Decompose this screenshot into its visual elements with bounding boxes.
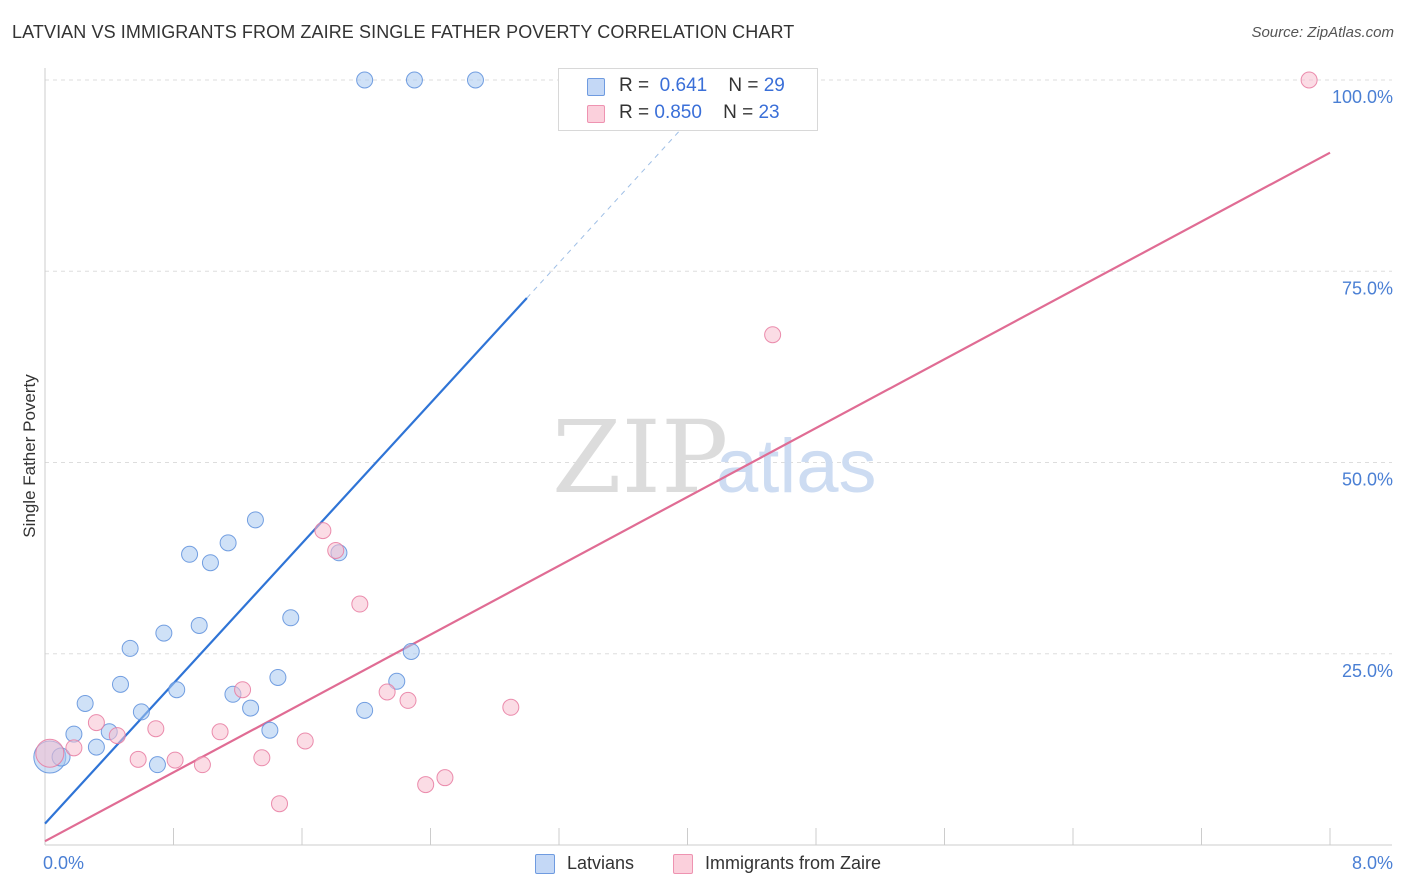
point-zaire-4 [129, 750, 147, 768]
legend-n-latvians: 29 [763, 75, 785, 96]
point-zaire-17 [399, 691, 417, 709]
chart-title: LATVIAN VS IMMIGRANTS FROM ZAIRE SINGLE … [12, 22, 795, 42]
point-latvians-9 [148, 756, 166, 774]
point-latvians-23 [356, 701, 374, 719]
y-tick-label-75: 75.0% [1342, 278, 1393, 298]
legend-label-zaire: Immigrants from Zaire [705, 853, 882, 873]
point-zaire-15 [351, 595, 369, 613]
watermark-atlas: atlas [716, 424, 877, 509]
legend-r-latvians: 0.641 [659, 75, 708, 96]
legend-n-zaire: 23 [758, 102, 780, 123]
point-latvians-13 [190, 616, 208, 634]
legend-text-zaire: R = 0.850 N = 23 [619, 102, 780, 123]
point-latvians-7 [121, 639, 139, 657]
point-latvians-17 [242, 699, 260, 717]
point-latvians-28 [466, 71, 484, 89]
point-zaire-2 [87, 714, 105, 732]
watermark-zip: ZIP [552, 399, 728, 516]
point-latvians-18 [246, 511, 264, 529]
x-tick-label-min: 0.0% [43, 853, 84, 873]
trend-line-1 [44, 151, 1331, 843]
point-latvians-14 [201, 554, 219, 572]
point-latvians-8 [132, 703, 150, 721]
point-latvians-25 [402, 642, 420, 660]
point-latvians-21 [282, 609, 300, 627]
point-zaire-20 [502, 698, 520, 716]
point-zaire-11 [271, 795, 289, 813]
point-latvians-3 [76, 694, 94, 712]
point-zaire-1 [65, 739, 83, 757]
point-zaire-8 [211, 723, 229, 741]
x-tick-label-max: 8.0% [1352, 853, 1393, 873]
gridlines [45, 79, 1392, 655]
point-latvians-24 [388, 672, 406, 690]
point-zaire-3 [108, 727, 126, 745]
legend-r-zaire: 0.850 [654, 102, 702, 123]
point-zaire-21 [764, 326, 782, 344]
y-tick-label-50: 50.0% [1342, 470, 1393, 490]
y-tick-label-25: 25.0% [1342, 661, 1393, 681]
y-axis-label: Single Father Poverty [20, 374, 39, 538]
legend-swatch-bottom-latvians [535, 854, 555, 874]
point-zaire-9 [234, 681, 252, 699]
point-latvians-15 [219, 534, 237, 552]
point-latvians-6 [111, 675, 129, 693]
point-zaire-22 [1300, 71, 1318, 89]
point-zaire-6 [166, 751, 184, 769]
legend-swatch-bottom-zaire [673, 854, 693, 874]
tick-labels: 25.0% 50.0% 75.0% 100.0% 0.0% 8.0% [43, 87, 1393, 873]
legend-text-latvians: R = 0.641 N = 29 [619, 75, 785, 96]
point-zaire-13 [314, 522, 332, 540]
point-zaire-14 [327, 541, 345, 559]
point-latvians-12 [181, 545, 199, 563]
point-zaire-7 [193, 756, 211, 774]
point-zaire-0 [35, 738, 65, 768]
y-tick-label-100: 100.0% [1332, 87, 1393, 107]
correlation-legend: R = 0.641 N = 29 R = 0.850 N = 23 [558, 68, 818, 131]
point-latvians-4 [87, 738, 105, 756]
legend-swatch-zaire [587, 105, 605, 123]
source-label: Source: ZipAtlas.com [1251, 24, 1394, 41]
legend-label-latvians: Latvians [567, 853, 635, 873]
point-zaire-10 [253, 749, 271, 767]
scatter-points [33, 71, 1318, 813]
point-latvians-11 [168, 681, 186, 699]
axes [44, 68, 1392, 846]
point-zaire-16 [378, 683, 396, 701]
point-zaire-12 [296, 732, 314, 750]
legend-swatch-latvians [587, 78, 605, 96]
point-zaire-18 [417, 776, 435, 794]
point-latvians-19 [261, 721, 279, 739]
point-zaire-5 [147, 720, 165, 738]
trend-line-0 [44, 297, 528, 825]
point-latvians-20 [269, 668, 287, 686]
point-zaire-19 [436, 769, 454, 787]
point-latvians-10 [155, 624, 173, 642]
point-latvians-27 [405, 71, 423, 89]
point-latvians-26 [356, 71, 374, 89]
